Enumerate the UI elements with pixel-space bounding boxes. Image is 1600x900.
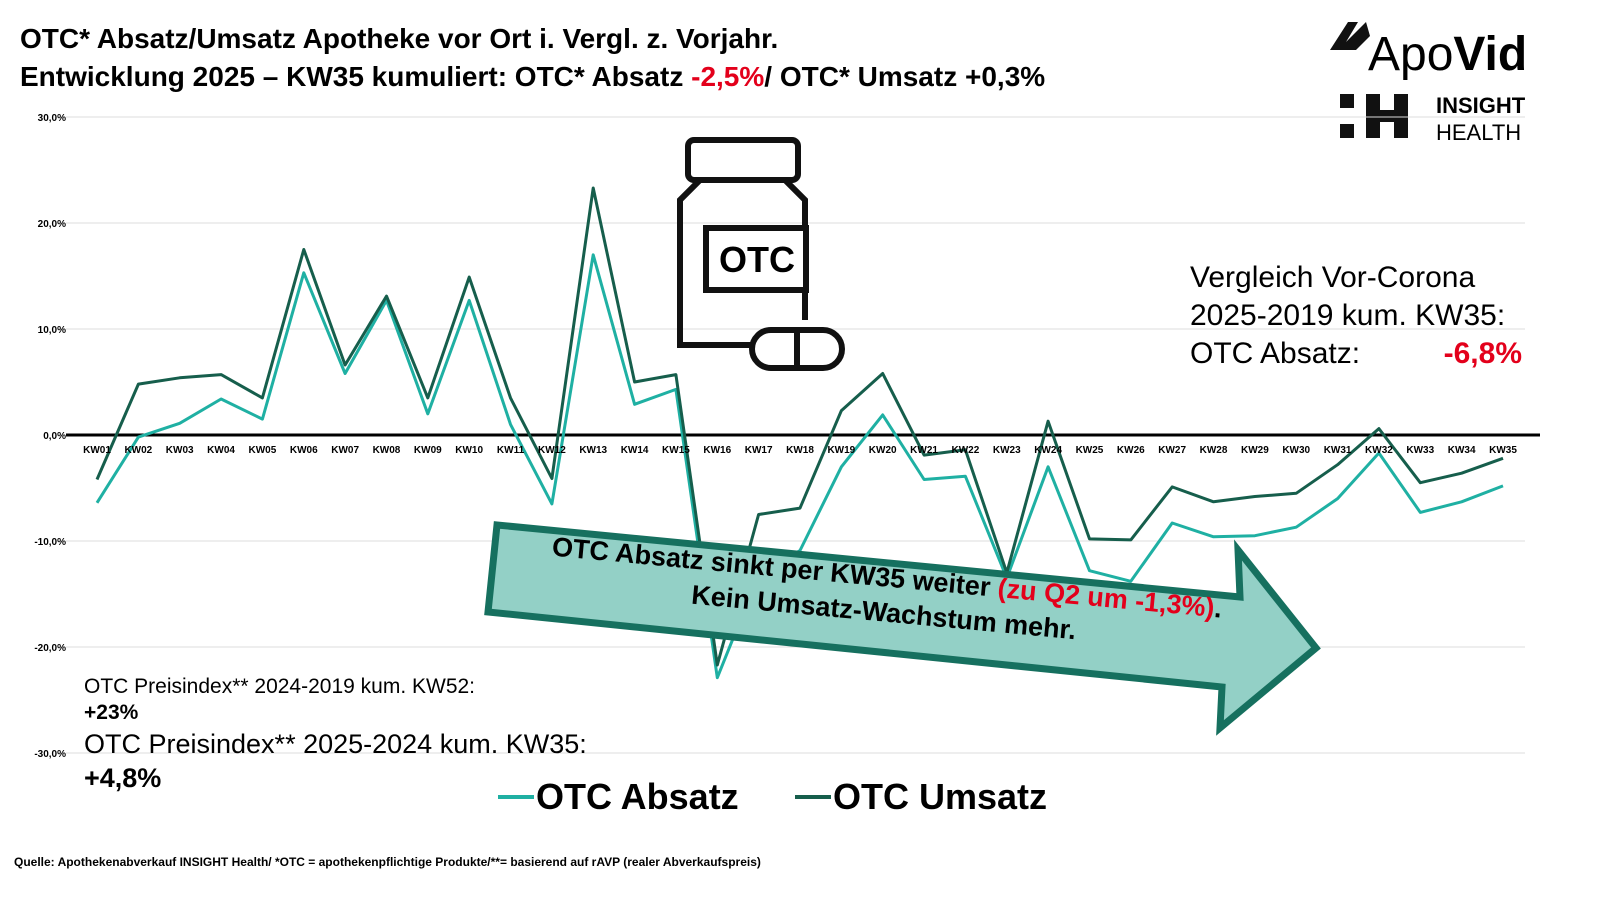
- x-tick-label: KW01: [83, 445, 111, 456]
- x-tick-label: KW20: [869, 445, 897, 456]
- x-tick-label: KW26: [1117, 445, 1145, 456]
- y-tick-label: -30,0%: [34, 749, 66, 760]
- trend-arrow: [484, 521, 1321, 736]
- x-tick-label: KW32: [1365, 445, 1393, 456]
- legend: OTC Absatz OTC Umsatz: [498, 776, 1047, 817]
- icon-label: OTC: [719, 239, 795, 280]
- logo-part: Vid: [1453, 28, 1527, 81]
- x-tick-label: KW10: [455, 445, 483, 456]
- logo-block: [1340, 94, 1354, 108]
- plot-area: -30,0% -20,0% -10,0% 0,0% 10,0% 20,0% 30,0% KW0…: [34, 113, 1540, 760]
- logo-text: ApoVid: [1368, 28, 1527, 81]
- x-tick-label: KW15: [662, 445, 690, 456]
- y-tick-label: 20,0%: [38, 219, 66, 230]
- y-tick-label: 10,0%: [38, 325, 66, 336]
- logo-block: [1394, 94, 1408, 138]
- x-tick-label: KW06: [290, 445, 318, 456]
- x-tick-label: KW09: [414, 445, 442, 456]
- x-tick-label: KW30: [1282, 445, 1310, 456]
- x-tick-label: KW25: [1076, 445, 1104, 456]
- subtitle-part: Entwicklung 2025 – KW35 kumuliert: OTC* …: [20, 61, 691, 92]
- insight-logo: INSIGHT HEALTH: [1340, 93, 1526, 145]
- x-tick-label: KW12: [538, 445, 566, 456]
- x-tick-label: KW13: [579, 445, 607, 456]
- bottle-label: [703, 225, 809, 293]
- x-tick-label: KW33: [1406, 445, 1434, 456]
- y-tick-label: 0,0%: [43, 431, 66, 442]
- logo-part: Apo: [1368, 28, 1453, 81]
- logo-block: [1366, 94, 1380, 138]
- series-line: [95, 186, 1504, 667]
- x-tick-label: KW07: [331, 445, 359, 456]
- logo-text: HEALTH: [1436, 120, 1521, 145]
- apovid-logo: ApoVid: [1330, 22, 1527, 81]
- legend-label: OTC Absatz: [536, 776, 739, 817]
- x-tick-label: KW17: [745, 445, 773, 456]
- x-tick-label: KW11: [497, 445, 525, 456]
- x-tick-label: KW35: [1489, 445, 1517, 456]
- x-tick-label: KW24: [1034, 445, 1062, 456]
- logo-block: [1340, 124, 1354, 138]
- logo-mark: [1330, 22, 1370, 50]
- price-index-text: OTC Preisindex** 2024-2019 kum. KW52:: [84, 675, 475, 698]
- x-tick-label: KW28: [1200, 445, 1228, 456]
- comparison-text: OTC Absatz:: [1190, 337, 1360, 370]
- y-tick-label: -10,0%: [34, 537, 66, 548]
- x-tick-label: KW29: [1241, 445, 1269, 456]
- x-tick-label: KW04: [207, 445, 235, 456]
- x-tick-label: KW19: [827, 445, 855, 456]
- logo-block: [1380, 110, 1394, 122]
- series-line: [95, 253, 1504, 680]
- x-tick-label: KW16: [703, 445, 731, 456]
- x-tick-label: KW18: [786, 445, 814, 456]
- x-tick-label: KW22: [952, 445, 980, 456]
- price-index-value: +4,8%: [84, 763, 161, 793]
- x-tick-label: KW03: [166, 445, 194, 456]
- x-tick-label: KW31: [1324, 445, 1352, 456]
- comparison-text: Vergleich Vor-Corona: [1190, 261, 1475, 294]
- chart-subtitle: Entwicklung 2025 – KW35 kumuliert: OTC* …: [20, 61, 1045, 92]
- logo-text: INSIGHT: [1436, 93, 1526, 118]
- comparison-value: -6,8%: [1444, 337, 1522, 370]
- subtitle-part: / OTC* Umsatz +0,3%: [764, 61, 1045, 92]
- x-tick-label: KW34: [1448, 445, 1476, 456]
- x-tick-label: KW14: [621, 445, 649, 456]
- x-tick-label: KW23: [993, 445, 1021, 456]
- x-tick-label: KW02: [124, 445, 152, 456]
- legend-label: OTC Umsatz: [833, 776, 1047, 817]
- subtitle-highlight: -2,5%: [691, 61, 764, 92]
- otc-icon: [677, 137, 845, 371]
- x-tick-label: KW05: [249, 445, 277, 456]
- y-tick-label: -20,0%: [34, 643, 66, 654]
- x-tick-label: KW21: [910, 445, 938, 456]
- x-tick-label: KW27: [1158, 445, 1186, 456]
- price-index-value: +23%: [84, 701, 139, 724]
- bottle-cap: [685, 137, 801, 183]
- y-tick-label: 30,0%: [38, 113, 66, 124]
- price-index-text: OTC Preisindex** 2025-2024 kum. KW35:: [84, 729, 587, 759]
- comparison-text: 2025-2019 kum. KW35:: [1190, 299, 1505, 332]
- source-note: Quelle: Apothekenabverkauf INSIGHT Healt…: [14, 855, 761, 869]
- x-tick-label: KW08: [373, 445, 401, 456]
- chart-title: OTC* Absatz/Umsatz Apotheke vor Ort i. V…: [20, 23, 778, 54]
- arrow-part: .: [1213, 593, 1223, 624]
